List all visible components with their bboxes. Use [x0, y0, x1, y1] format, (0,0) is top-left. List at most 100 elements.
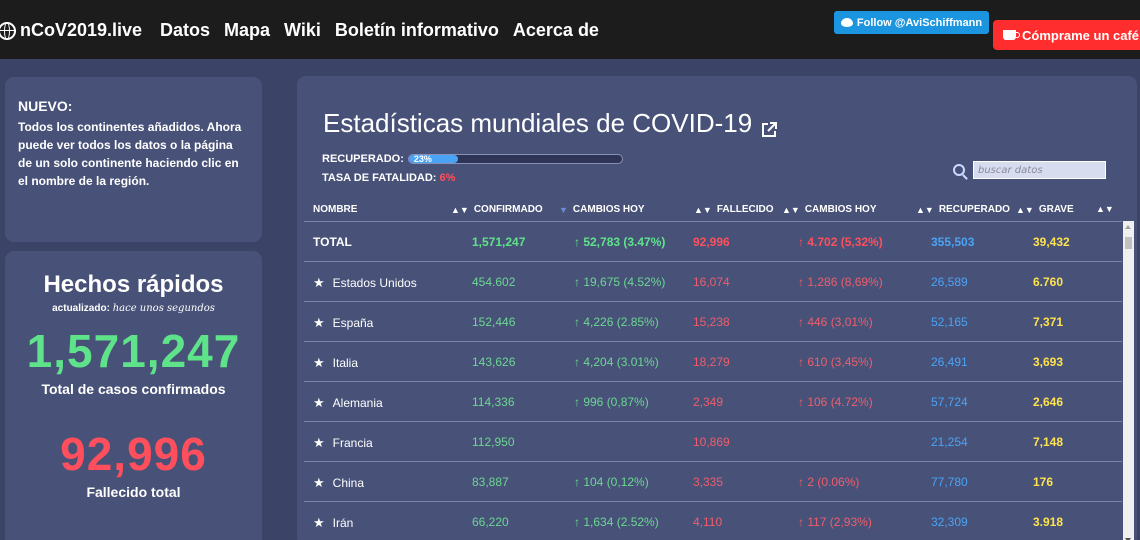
cell-death-change: ↑ 117 (2,93%)	[798, 515, 872, 529]
favorite-star-icon[interactable]: ★	[313, 475, 325, 490]
scroll-up-arrow-icon[interactable]	[1125, 225, 1131, 229]
country-name: Irán	[332, 516, 354, 530]
sort-desc-icon: ▼	[559, 204, 568, 215]
cell-name[interactable]: ★ Alemania	[313, 395, 383, 411]
search-icon	[953, 164, 965, 176]
favorite-star-icon[interactable]: ★	[313, 355, 325, 370]
stats-title-text: Estadísticas mundiales de COVID-19	[323, 108, 753, 138]
cell-deaths: 18,279	[693, 355, 730, 369]
brand-link[interactable]: nCoV2019.live	[0, 20, 142, 41]
table-row-total[interactable]: TOTAL 1,571,247 ↑ 52,783 (3.47%) 92,996 …	[304, 221, 1122, 261]
country-name: Italia	[332, 356, 359, 370]
header-critical-label: GRAVE	[1038, 204, 1074, 215]
external-link-icon[interactable]	[760, 115, 778, 137]
nav-links: Datos Mapa Wiki Boletín informativo Acer…	[160, 20, 599, 41]
follow-label: Follow @AviSchiffmann	[856, 16, 983, 29]
cell-confirmed: 454.602	[472, 275, 516, 289]
cell-critical: 3.918	[1033, 515, 1064, 529]
recovered-progress-bar: 23%	[407, 154, 623, 164]
cell-name[interactable]: ★ Irán	[313, 515, 353, 531]
navbar: nCoV2019.live Datos Mapa Wiki Boletín in…	[0, 0, 1140, 59]
cell-conf-change: ↑ 4,204 (3.01%)	[574, 355, 659, 369]
header-recovered[interactable]: ▲▼ RECUPERADO	[916, 204, 1010, 215]
nav-link-acerca[interactable]: Acerca de	[512, 20, 599, 40]
cell-confirmed: 112,950	[472, 435, 515, 449]
table-row[interactable]: ★ Alemania 114,336 ↑ 996 (0,87%) 2,349 ↑ 106 …	[304, 381, 1122, 421]
fatality-label: TASA DE FATALIDAD:	[322, 172, 437, 184]
stats-title[interactable]: Estadísticas mundiales de COVID-19	[323, 108, 778, 139]
sort-icon: ▲▼	[916, 204, 934, 215]
favorite-star-icon[interactable]: ★	[313, 515, 325, 530]
header-conf-change-label: CAMBIOS HOY	[572, 204, 645, 215]
cell-name[interactable]: ★ Francia	[313, 435, 373, 451]
cell-conf-change: ↑ 1,634 (2.52%)	[574, 515, 659, 529]
header-death-change[interactable]: ▲▼ CAMBIOS HOY	[782, 204, 877, 215]
cell-death-change: ↑ 106 (4.72%)	[798, 395, 873, 409]
cell-confirmed: 114,336	[472, 395, 515, 409]
news-title: NUEVO:	[18, 98, 73, 114]
favorite-star-icon[interactable]: ★	[313, 395, 325, 410]
country-name: España	[332, 316, 374, 330]
stats-panel: Estadísticas mundiales de COVID-19 RECUP…	[297, 76, 1137, 540]
table-row[interactable]: ★ Italia 143,626 ↑ 4,204 (3.01%) 18,279 ↑ 610…	[304, 341, 1122, 381]
buy-coffee-button[interactable]: Cómprame un café	[993, 20, 1140, 50]
header-name-label: NOMBRE	[313, 204, 358, 215]
cell-deaths: 15,238	[693, 315, 730, 329]
cell-recovered: 26,589	[931, 275, 968, 289]
table-row[interactable]: ★ Estados Unidos 454.602 ↑ 19,675 (4.52%) 16…	[304, 261, 1122, 301]
nav-link-boletin[interactable]: Boletín informativo	[334, 20, 499, 40]
sort-icon: ▲▼	[782, 204, 800, 215]
cell-critical: 7,148	[1033, 435, 1064, 449]
favorite-star-icon[interactable]: ★	[313, 315, 325, 330]
table-row[interactable]: ★ España 152,446 ↑ 4,226 (2.85%) 15,238 ↑ 446…	[304, 301, 1122, 341]
cell-conf-change: ↑ 4,226 (2.85%)	[574, 315, 659, 329]
cell-death-change: ↑ 1,286 (8,69%)	[798, 275, 883, 289]
brand-label: nCoV2019.live	[20, 20, 143, 40]
scroll-down-arrow-icon[interactable]	[1125, 538, 1131, 540]
nav-link-mapa[interactable]: Mapa	[224, 20, 271, 40]
cell-recovered: 32,309	[931, 515, 968, 529]
cell-deaths: 10,869	[693, 435, 730, 449]
updated-value: hace unos segundos	[112, 303, 215, 314]
header-confirmed[interactable]: ▲▼ CONFIRMADO	[451, 204, 543, 215]
table-scrollbar[interactable]	[1123, 221, 1134, 540]
nav-link-datos[interactable]: Datos	[160, 20, 211, 40]
scroll-thumb[interactable]	[1125, 237, 1132, 249]
cell-name[interactable]: ★ Italia	[313, 355, 358, 371]
nav-link-wiki[interactable]: Wiki	[284, 20, 321, 40]
fatality-value: 6%	[439, 172, 456, 184]
cell-conf-change: ↑ 104 (0,12%)	[574, 475, 649, 489]
twitter-follow-button[interactable]: Follow @AviSchiffmann	[834, 11, 989, 34]
cell-confirmed: 83,887	[472, 475, 509, 489]
cell-death-change: ↑ 610 (3,45%)	[798, 355, 873, 369]
table-row[interactable]: ★ Irán 66,220 ↑ 1,634 (2.52%) 4,110 ↑ 117 (2,…	[304, 501, 1122, 540]
cell-name[interactable]: ★ China	[313, 475, 364, 491]
favorite-star-icon[interactable]: ★	[313, 435, 325, 450]
header-critical[interactable]: ▲▼ GRAVE	[1016, 204, 1074, 215]
sort-icon: ▲▼	[1096, 204, 1114, 214]
header-deaths[interactable]: ▲▼ FALLECIDO	[694, 204, 774, 215]
cell-critical: 7,371	[1033, 315, 1064, 329]
cell-death-change: ↑ 4.702 (5,32%)	[798, 235, 883, 249]
sort-icon: ▲▼	[694, 204, 712, 215]
cell-name[interactable]: ★ España	[313, 315, 373, 331]
header-conf-change[interactable]: ▼ CAMBIOS HOY	[559, 204, 645, 215]
coffee-cup-icon	[1003, 30, 1020, 40]
table-row[interactable]: ★ China 83,887 ↑ 104 (0,12%) 3,335 ↑ 2 (0.06%…	[304, 461, 1122, 501]
cell-death-change: ↑ 446 (3,01%)	[798, 315, 873, 329]
cell-deaths: 16,074	[693, 275, 730, 289]
country-name: Estados Unidos	[332, 276, 417, 290]
header-death-change-label: CAMBIOS HOY	[804, 204, 877, 215]
table-row[interactable]: ★ Francia 112,950 10,869 21,254 7,148	[304, 421, 1122, 461]
header-extra-sort[interactable]: ▲▼	[1096, 204, 1114, 214]
search-input[interactable]	[973, 161, 1106, 179]
header-name[interactable]: NOMBRE	[313, 204, 357, 215]
favorite-star-icon[interactable]: ★	[313, 275, 325, 290]
total-deaths-label: Fallecido total	[86, 484, 181, 500]
cell-critical: 3,693	[1033, 355, 1064, 369]
cell-critical: 176	[1033, 475, 1054, 489]
cell-recovered: 77,780	[931, 475, 968, 489]
updated-prefix: actualizado:	[52, 303, 110, 314]
total-confirmed-value: 1,571,247	[26, 325, 241, 377]
cell-name[interactable]: ★ Estados Unidos	[313, 275, 417, 291]
